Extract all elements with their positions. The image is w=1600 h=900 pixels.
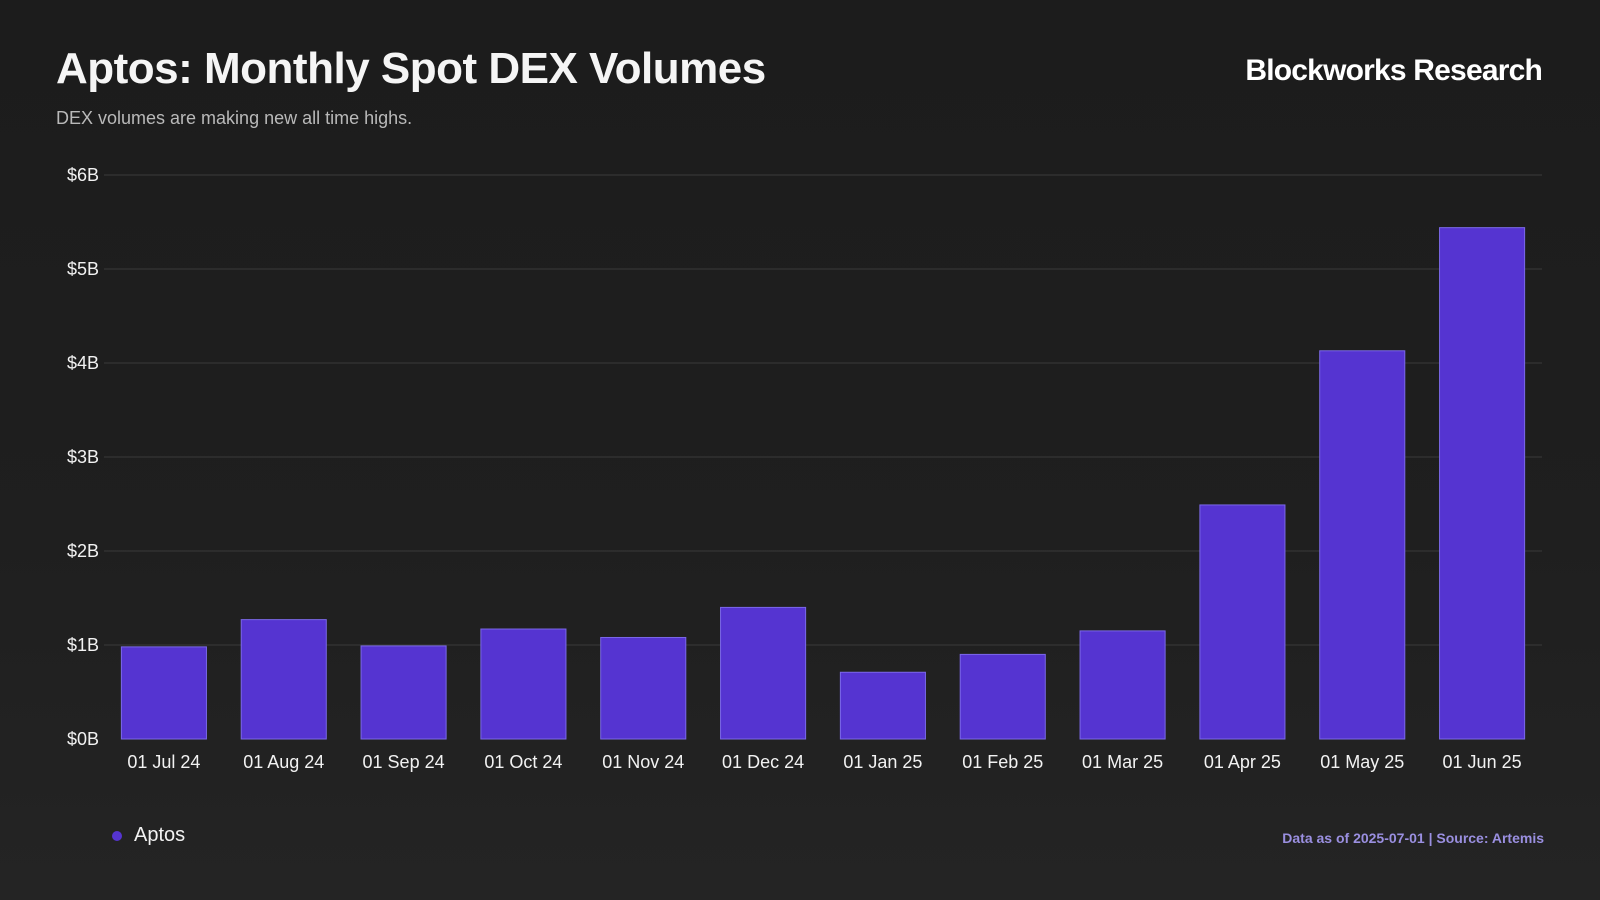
bar: [839, 671, 926, 740]
bar: [1199, 504, 1286, 740]
source-note: Data as of 2025-07-01 | Source: Artemis: [1282, 830, 1544, 846]
bar: [1079, 630, 1166, 740]
chart-subtitle: DEX volumes are making new all time high…: [56, 108, 413, 128]
x-axis-ticks: 01 Jul 24 01 Aug 24 01 Sep 24 01 Oct 24 01 N…: [127, 752, 1521, 772]
bar: [1439, 227, 1526, 740]
x-tick-label: 01 May 25: [1320, 752, 1404, 772]
y-tick-label: $2B: [67, 541, 99, 561]
y-tick-label: $3B: [67, 447, 99, 467]
legend-dot-icon: [112, 830, 122, 841]
chart-title: Aptos: Monthly Spot DEX Volumes: [56, 44, 766, 93]
x-tick-label: 01 Jul 24: [127, 752, 200, 772]
x-tick-label: 01 Feb 25: [962, 752, 1043, 772]
bar: [959, 653, 1046, 740]
x-tick-label: 01 Nov 24: [602, 752, 684, 772]
x-tick-label: 01 Sep 24: [363, 752, 445, 772]
bar: [600, 636, 687, 740]
x-tick-label: 01 Aug 24: [243, 752, 324, 772]
legend: Aptos: [112, 824, 185, 847]
legend-label: Aptos: [134, 824, 186, 846]
y-tick-label: $6B: [67, 165, 99, 185]
x-tick-label: 01 Apr 25: [1204, 752, 1281, 772]
y-tick-label: $4B: [67, 353, 99, 373]
bar: [480, 628, 567, 740]
y-tick-label: $1B: [67, 635, 99, 655]
bars: [120, 227, 1526, 740]
bar: [1319, 350, 1406, 740]
x-tick-label: 01 Jan 25: [843, 752, 922, 772]
x-tick-label: 01 Mar 25: [1082, 752, 1163, 772]
bar: [360, 645, 447, 740]
y-tick-label: $0B: [67, 729, 99, 749]
gridlines: [104, 174, 1542, 646]
x-tick-label: 01 Oct 24: [484, 752, 562, 772]
y-tick-label: $5B: [67, 259, 99, 279]
bar: [120, 646, 207, 740]
x-tick-label: 01 Dec 24: [722, 752, 804, 772]
y-axis-ticks: $0B $1B $2B $3B $4B $5B $6B: [67, 165, 99, 749]
bar: [240, 619, 327, 740]
brand-logo: Blockworks Research: [1245, 54, 1542, 87]
bar: [720, 606, 807, 740]
x-tick-label: 01 Jun 25: [1443, 752, 1522, 772]
